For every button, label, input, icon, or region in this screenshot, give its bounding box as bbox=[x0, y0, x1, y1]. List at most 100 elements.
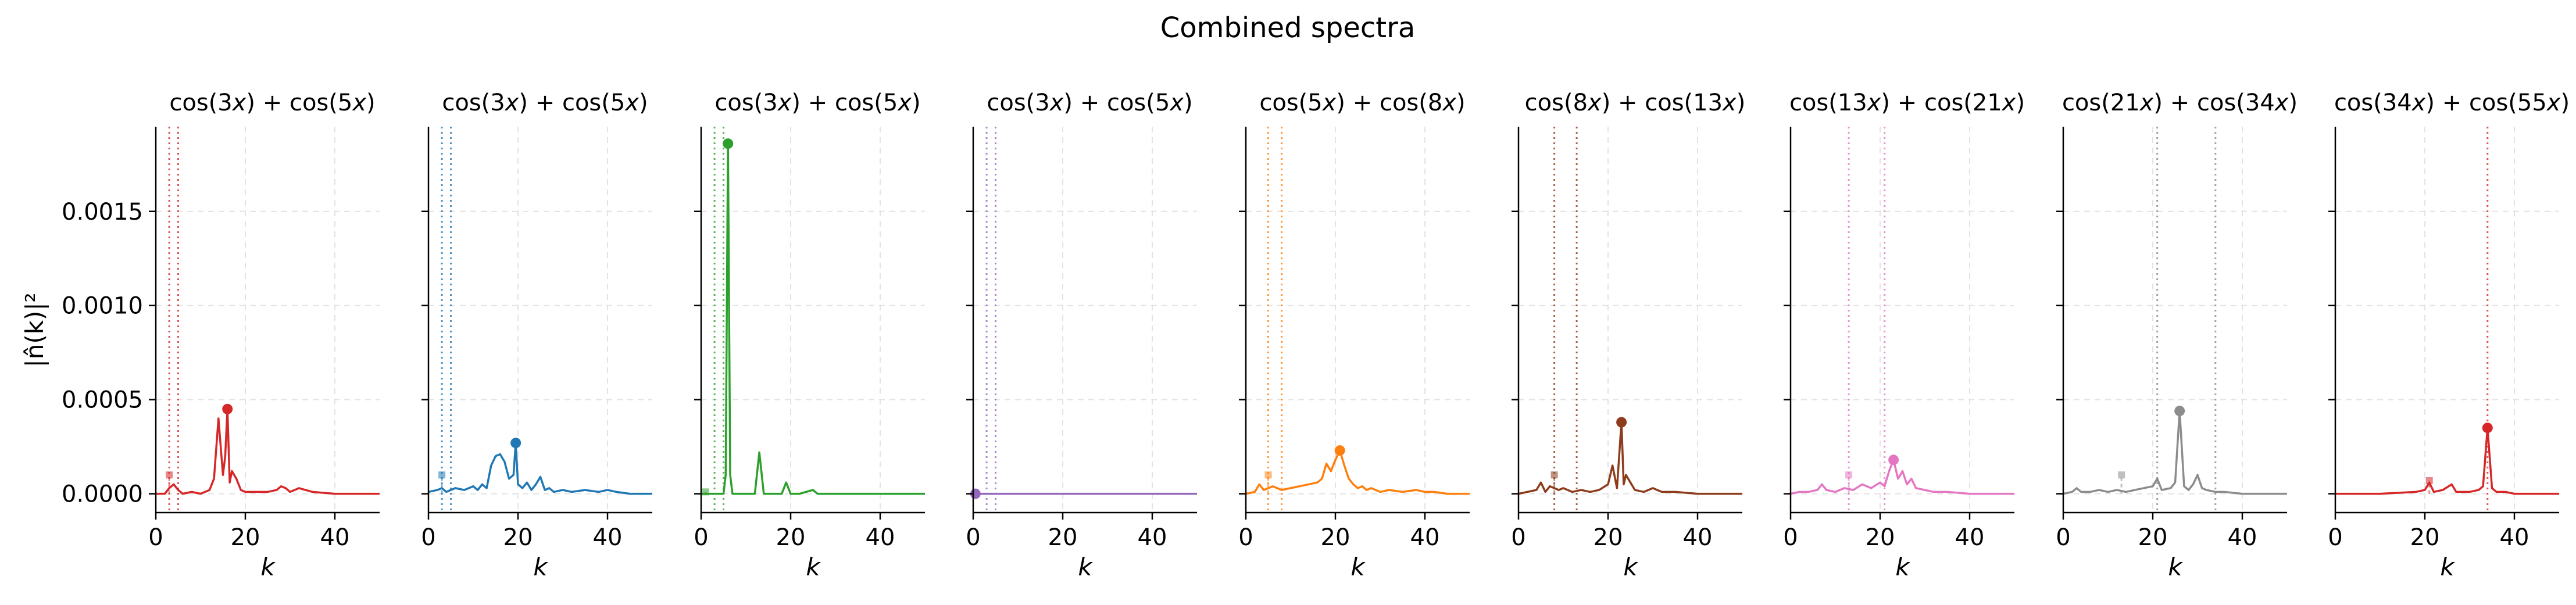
subplot-title-part: ) + cos(34 bbox=[2153, 90, 2274, 116]
subplot-title-part: ) bbox=[2016, 90, 2025, 116]
x-tick-label: 0 bbox=[694, 524, 708, 551]
subplot-title-part: x bbox=[1866, 90, 1881, 116]
subplot-title-part: ) + cos(55 bbox=[2425, 90, 2546, 116]
x-tick-label: 40 bbox=[1955, 524, 1985, 551]
peak-marker bbox=[723, 138, 734, 149]
x-axis-label: k bbox=[1350, 553, 1366, 581]
secondary-peak-marker bbox=[2118, 471, 2125, 479]
subplot-title-part: ) bbox=[366, 90, 376, 116]
subplot-title-part: cos(3 bbox=[442, 90, 505, 116]
spectrum-line bbox=[2063, 410, 2287, 495]
secondary-peak-marker bbox=[2425, 477, 2433, 484]
subplot-title-part: x bbox=[231, 90, 246, 116]
subplot-title-part: cos(3 bbox=[987, 90, 1049, 116]
subplot-title-part: x bbox=[777, 90, 792, 116]
x-tick-label: 20 bbox=[1321, 524, 1350, 551]
secondary-peak-marker bbox=[438, 471, 446, 479]
subplot-title-part: x bbox=[351, 90, 366, 116]
subplot-title: cos(8x) + cos(13x) bbox=[1525, 90, 1746, 116]
subplot-title-part: x bbox=[1721, 90, 1737, 116]
x-tick-label: 0 bbox=[2328, 524, 2342, 551]
x-axis-label: k bbox=[1623, 553, 1638, 581]
x-axis-label: k bbox=[1895, 553, 1910, 581]
x-tick-label: 40 bbox=[2500, 524, 2529, 551]
x-axis-label: k bbox=[2168, 553, 2183, 581]
subplot-title: cos(13x) + cos(21x) bbox=[1789, 90, 2025, 116]
subplot-title-part: x bbox=[2001, 90, 2016, 116]
subplot-title: cos(3x) + cos(5x) bbox=[442, 90, 648, 116]
subplot-title-part: x bbox=[2274, 90, 2289, 116]
subplot-title-part: x bbox=[2411, 90, 2426, 116]
x-axis-label: k bbox=[2440, 553, 2455, 581]
secondary-peak-marker bbox=[1550, 471, 1558, 479]
peak-marker bbox=[2174, 406, 2185, 417]
subplot-title-part: x bbox=[1049, 90, 1064, 116]
subplot-title-part: x bbox=[624, 90, 639, 116]
x-tick-label: 0 bbox=[1783, 524, 1798, 551]
subplot-title-part: cos(21 bbox=[2062, 90, 2140, 116]
subplot-title-part: cos(8 bbox=[1525, 90, 1588, 116]
subplot-title-part: cos(34 bbox=[2334, 90, 2412, 116]
secondary-peak-marker bbox=[166, 471, 173, 479]
x-tick-label: 20 bbox=[2410, 524, 2440, 551]
secondary-peak-marker bbox=[1264, 471, 1272, 479]
x-tick-label: 20 bbox=[1594, 524, 1623, 551]
x-tick-label: 20 bbox=[1048, 524, 1078, 551]
x-tick-label: 0 bbox=[2056, 524, 2070, 551]
subplot-title-part: cos(3 bbox=[714, 90, 777, 116]
x-tick-label: 40 bbox=[1410, 524, 1440, 551]
y-tick-label: 0.0010 bbox=[62, 293, 143, 320]
subplot-title-part: ) bbox=[1737, 90, 1746, 116]
x-tick-label: 0 bbox=[421, 524, 435, 551]
subplot-title-part: ) + cos(5 bbox=[1063, 90, 1170, 116]
x-tick-label: 20 bbox=[1866, 524, 1895, 551]
peak-marker bbox=[510, 438, 521, 449]
spectrum-line bbox=[428, 442, 652, 495]
subplot-title-part: cos(13 bbox=[1789, 90, 1867, 116]
x-axis-label: k bbox=[806, 553, 821, 581]
spectrum-line bbox=[1245, 449, 1470, 495]
peak-marker bbox=[1888, 454, 1899, 466]
subplot-title-part: ) bbox=[1184, 90, 1193, 116]
subplot-title: cos(3x) + cos(5x) bbox=[987, 90, 1192, 116]
x-tick-label: 20 bbox=[776, 524, 806, 551]
subplot-title-part: ) + cos(13 bbox=[1602, 90, 1723, 116]
figure-title: Combined spectra bbox=[1160, 12, 1416, 44]
subplot-title-part: ) + cos(8 bbox=[1336, 90, 1442, 116]
spectrum-line bbox=[1518, 421, 1742, 495]
x-tick-label: 20 bbox=[231, 524, 260, 551]
subplot-title-part: x bbox=[1587, 90, 1602, 116]
subplot-title-part: x bbox=[2139, 90, 2154, 116]
subplot-title-part: x bbox=[1169, 90, 1184, 116]
x-tick-label: 40 bbox=[320, 524, 350, 551]
subplot-title: cos(3x) + cos(5x) bbox=[714, 90, 920, 116]
x-tick-label: 0 bbox=[1511, 524, 1525, 551]
x-axis-label: k bbox=[260, 553, 276, 581]
secondary-peak-marker bbox=[1845, 471, 1853, 479]
peak-marker bbox=[222, 403, 233, 414]
x-tick-label: 40 bbox=[1683, 524, 1713, 551]
subplot-title-part: ) + cos(21 bbox=[1881, 90, 2002, 116]
subplot-title-part: ) + cos(5 bbox=[791, 90, 898, 116]
subplot-title-part: x bbox=[1321, 90, 1337, 116]
y-tick-label: 0.0015 bbox=[62, 199, 143, 225]
subplot-title-part: x bbox=[504, 90, 519, 116]
subplot-title-part: ) bbox=[2288, 90, 2298, 116]
x-tick-label: 20 bbox=[503, 524, 533, 551]
subplot-title-part: ) bbox=[1456, 90, 1466, 116]
subplot-title-part: ) bbox=[639, 90, 648, 116]
x-tick-label: 0 bbox=[966, 524, 980, 551]
spectrum-line bbox=[2335, 427, 2559, 495]
peak-marker bbox=[2482, 423, 2493, 434]
x-tick-label: 40 bbox=[593, 524, 623, 551]
subplot-title: cos(21x) + cos(34x) bbox=[2062, 90, 2298, 116]
x-axis-label: k bbox=[1078, 553, 1093, 581]
subplot-title-part: cos(5 bbox=[1259, 90, 1322, 116]
subplot-title-part: x bbox=[1441, 90, 1456, 116]
